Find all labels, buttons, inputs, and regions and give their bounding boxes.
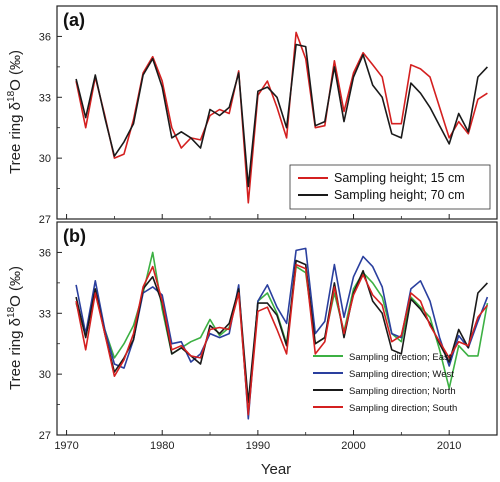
x-tick-label: 1970 bbox=[54, 440, 78, 452]
y-axis-label: Tree ring δ18O (‰) bbox=[6, 50, 24, 174]
x-tick-label: 1990 bbox=[246, 440, 270, 452]
y-tick-label: 36 bbox=[39, 247, 51, 259]
series-line-4 bbox=[75, 263, 489, 416]
series-line-3 bbox=[75, 259, 488, 404]
y-tick-label: 33 bbox=[39, 92, 51, 104]
legend-box bbox=[289, 164, 491, 210]
y-tick-label: 27 bbox=[39, 214, 51, 226]
y-tick-label: 36 bbox=[39, 31, 51, 43]
legend: Sampling direction; East Sampling directi… bbox=[313, 352, 457, 414]
y-tick-label: 30 bbox=[39, 153, 51, 165]
legend-label: Sampling direction; South bbox=[349, 403, 457, 414]
y-axis-label-text: Tree ring δ18O (‰) bbox=[6, 266, 24, 390]
x-axis-label: Year bbox=[261, 461, 291, 478]
y-tick-label: 33 bbox=[39, 308, 51, 320]
legend-label: Sampling height; 15 cm bbox=[334, 171, 465, 185]
y-axis-label: Tree ring δ18O (‰) bbox=[6, 266, 24, 390]
y-tick-label: 30 bbox=[39, 369, 51, 381]
x-tick-label: 1980 bbox=[150, 440, 174, 452]
x-tick-label: 2000 bbox=[341, 440, 365, 452]
plot-frame bbox=[56, 5, 498, 220]
legend-label: Sampling direction; West bbox=[349, 369, 454, 380]
series-line-2 bbox=[75, 43, 488, 188]
series-line-1 bbox=[75, 31, 488, 204]
x-tick-label: 2010 bbox=[437, 440, 461, 452]
legend-label: Sampling direction; North bbox=[349, 386, 456, 397]
series-line-2 bbox=[75, 247, 489, 420]
y-axis-label-text: Tree ring δ18O (‰) bbox=[6, 50, 24, 174]
y-tick-label: 27 bbox=[39, 430, 51, 442]
legend: Sampling height; 15 cm Sampling height; 7… bbox=[289, 164, 491, 210]
panel-b: 27 30 33 36 1970 1980 1990 2000 2010 (b) Sampling … bbox=[39, 221, 498, 452]
legend-label: Sampling height; 70 cm bbox=[334, 188, 465, 202]
panel-label: (b) bbox=[63, 226, 86, 246]
legend-label: Sampling direction; East bbox=[349, 352, 452, 363]
plot-frame bbox=[56, 221, 498, 436]
panel-label: (a) bbox=[63, 10, 85, 30]
